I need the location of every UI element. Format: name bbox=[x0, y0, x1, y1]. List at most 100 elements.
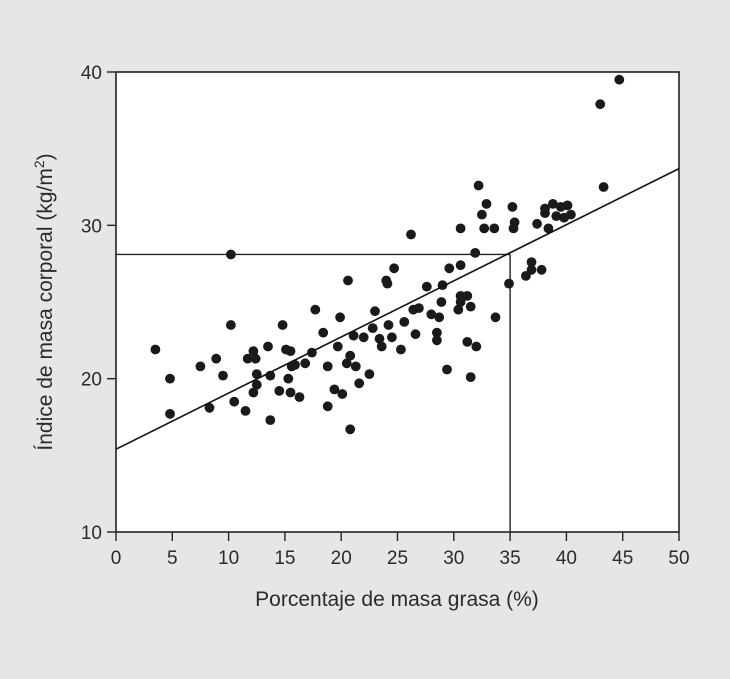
data-point bbox=[434, 312, 445, 323]
data-point bbox=[376, 341, 387, 352]
data-point bbox=[442, 364, 452, 375]
data-point bbox=[436, 297, 447, 307]
data-point bbox=[285, 346, 296, 356]
y-axis-title-close: ) bbox=[34, 153, 57, 160]
data-point bbox=[426, 309, 437, 320]
data-point bbox=[367, 323, 378, 333]
x-tick-label: 45 bbox=[612, 548, 633, 569]
data-point bbox=[489, 223, 500, 234]
x-tick-label: 20 bbox=[331, 548, 352, 569]
x-tick-label: 5 bbox=[167, 548, 178, 569]
data-point bbox=[526, 257, 537, 267]
data-point bbox=[382, 278, 393, 289]
data-point bbox=[462, 291, 473, 301]
reference-lines bbox=[116, 253, 511, 532]
data-point bbox=[251, 379, 262, 390]
data-point bbox=[481, 199, 492, 209]
data-point bbox=[343, 275, 353, 286]
data-point bbox=[455, 291, 466, 301]
data-point bbox=[165, 373, 175, 384]
data-point bbox=[251, 369, 262, 379]
y-tick-label: 20 bbox=[81, 370, 102, 391]
data-point bbox=[462, 337, 473, 347]
x-axis-ticks: 0 5 10 15 20 25 30 35 40 45 50 bbox=[111, 532, 690, 569]
data-point bbox=[410, 329, 421, 340]
data-point bbox=[294, 392, 305, 402]
data-point bbox=[543, 223, 554, 234]
data-point bbox=[350, 361, 361, 372]
data-point bbox=[490, 312, 501, 323]
data-point bbox=[195, 361, 206, 372]
data-point bbox=[536, 264, 547, 275]
data-point bbox=[204, 402, 215, 413]
data-point bbox=[248, 387, 259, 398]
data-point bbox=[548, 199, 558, 209]
data-point bbox=[165, 409, 175, 419]
data-point bbox=[465, 301, 476, 312]
data-point bbox=[345, 350, 356, 361]
data-point bbox=[354, 378, 365, 389]
data-point bbox=[218, 370, 228, 381]
data-points bbox=[150, 74, 625, 435]
data-point bbox=[211, 353, 222, 364]
data-point bbox=[387, 332, 397, 343]
y-axis-title-main: Índice de masa corporal (kg/m bbox=[34, 168, 57, 450]
data-point bbox=[318, 327, 329, 338]
data-point bbox=[283, 373, 294, 384]
x-tick-label: 35 bbox=[500, 548, 521, 569]
data-point bbox=[277, 320, 288, 330]
data-point bbox=[532, 218, 542, 229]
data-point bbox=[383, 320, 394, 330]
data-point bbox=[248, 346, 259, 356]
plot-area bbox=[116, 72, 679, 532]
data-point bbox=[329, 384, 340, 395]
data-point bbox=[432, 335, 442, 346]
data-point bbox=[421, 281, 432, 292]
data-point bbox=[471, 341, 482, 352]
data-point bbox=[322, 401, 333, 412]
data-point bbox=[341, 358, 352, 369]
data-point bbox=[263, 341, 273, 352]
y-axis-ticks: 10 20 30 40 bbox=[81, 63, 116, 544]
data-point bbox=[504, 278, 514, 289]
data-point bbox=[226, 249, 236, 260]
data-point bbox=[300, 358, 311, 369]
data-point bbox=[595, 99, 606, 110]
data-point bbox=[345, 424, 356, 435]
data-point bbox=[444, 263, 455, 274]
data-point bbox=[465, 372, 476, 382]
data-point bbox=[477, 209, 487, 220]
data-point bbox=[229, 396, 240, 407]
data-point bbox=[310, 304, 321, 315]
data-point bbox=[332, 341, 343, 352]
data-point bbox=[470, 248, 481, 258]
x-tick-label: 0 bbox=[111, 548, 122, 569]
data-point bbox=[540, 203, 550, 214]
y-axis-title-superscript: 2 bbox=[31, 160, 47, 168]
data-point bbox=[374, 333, 385, 344]
data-point bbox=[566, 209, 576, 220]
data-point bbox=[414, 303, 424, 313]
data-point bbox=[526, 264, 537, 275]
data-point bbox=[389, 263, 399, 274]
data-point bbox=[348, 330, 359, 341]
x-tick-label: 30 bbox=[443, 548, 464, 569]
data-point bbox=[562, 200, 573, 211]
data-point bbox=[432, 327, 442, 338]
data-point bbox=[242, 353, 253, 364]
y-axis-title: Índice de masa corporal (kg/m2) bbox=[31, 153, 57, 450]
data-point bbox=[473, 180, 484, 191]
data-point bbox=[337, 389, 348, 399]
data-point bbox=[226, 320, 236, 330]
x-tick-label: 40 bbox=[556, 548, 577, 569]
data-point bbox=[399, 317, 410, 327]
x-axis-title: Porcentaje de masa grasa (%) bbox=[255, 588, 539, 611]
data-point bbox=[551, 211, 562, 222]
data-point bbox=[150, 344, 161, 355]
data-point bbox=[614, 74, 625, 85]
data-point bbox=[509, 217, 520, 228]
data-point bbox=[479, 223, 490, 234]
data-point bbox=[507, 202, 518, 212]
